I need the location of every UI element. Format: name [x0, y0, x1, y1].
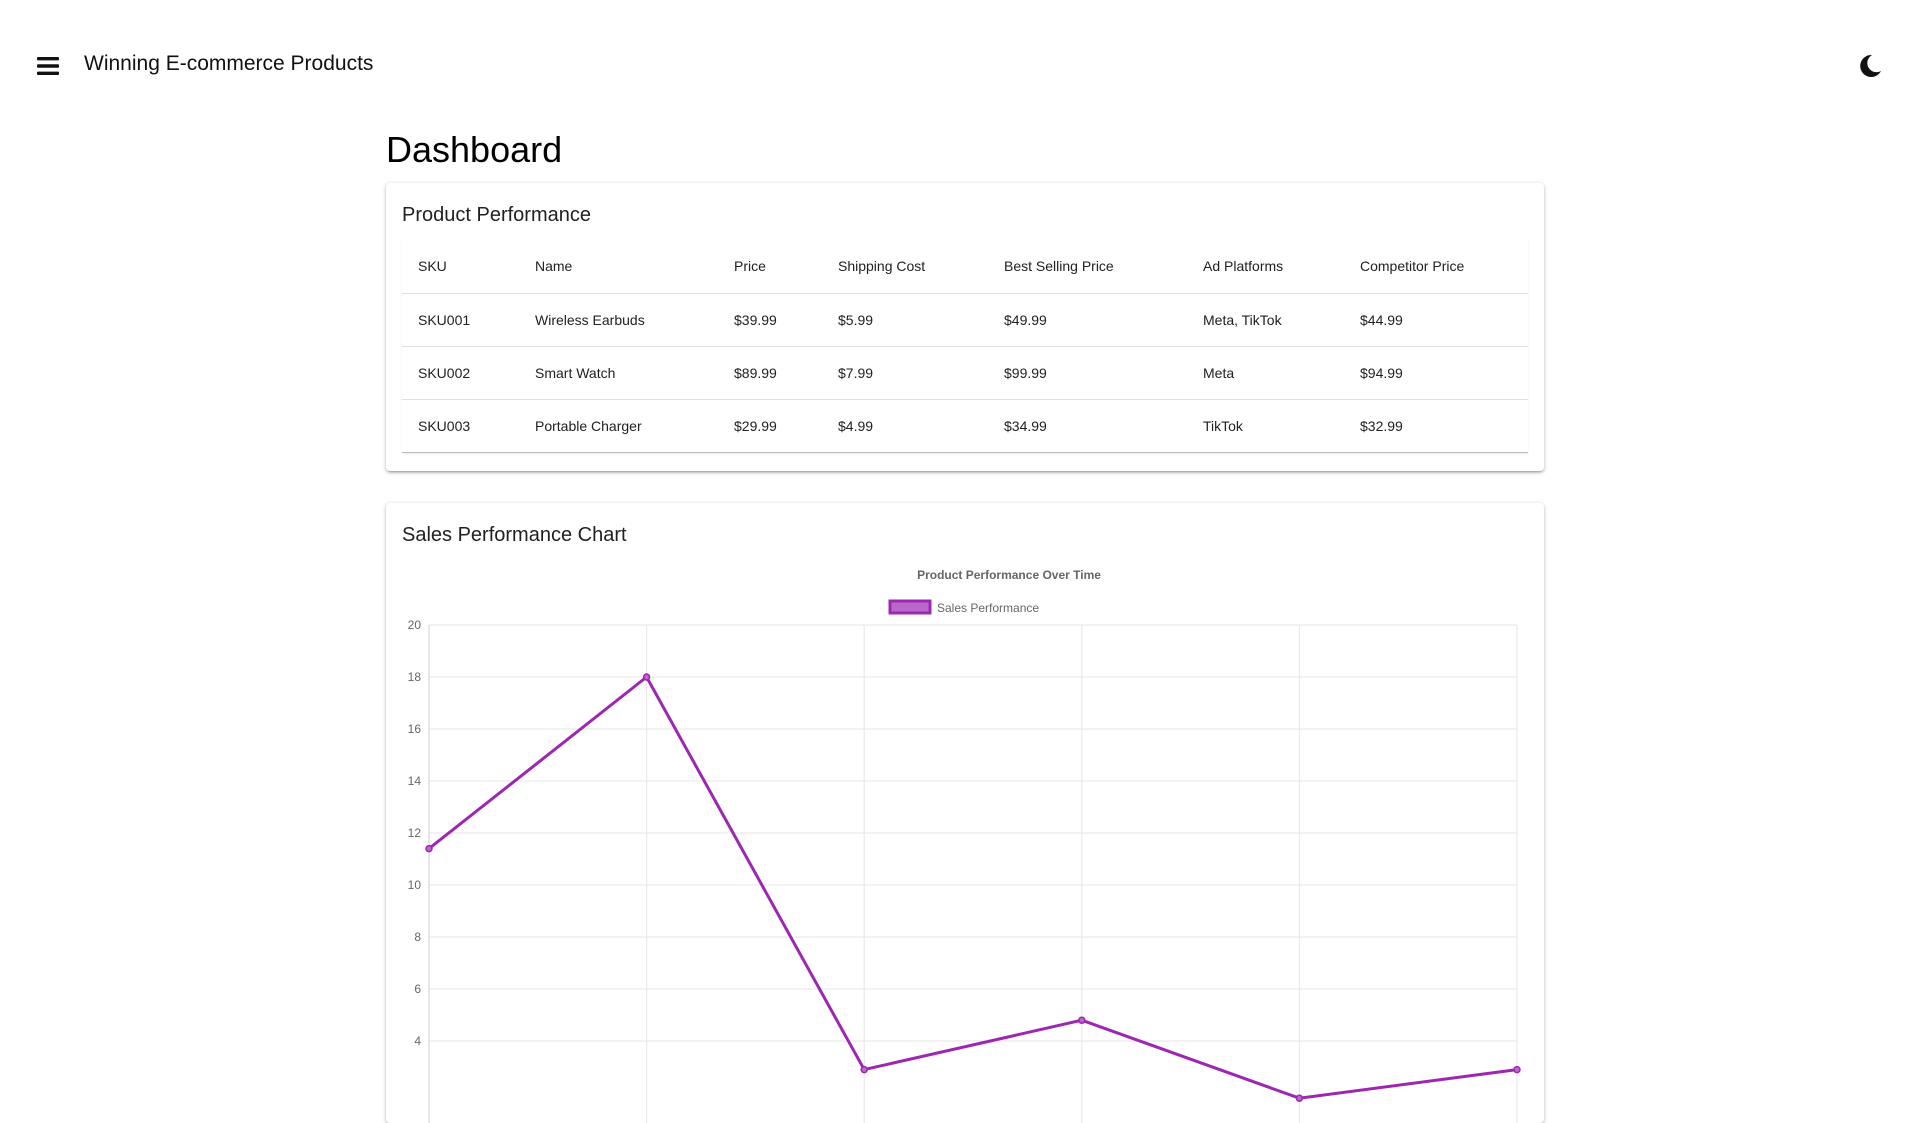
legend-label: Sales Performance: [937, 601, 1039, 615]
y-tick-label: 12: [408, 826, 422, 840]
cell-name: Wireless Earbuds: [519, 293, 718, 347]
product-performance-title: Product Performance: [402, 204, 591, 226]
y-tick-label: 16: [408, 722, 422, 736]
product-table-container: SKU Name Price Shipping Cost Best Sellin…: [402, 239, 1528, 453]
column-header-name: Name: [519, 239, 718, 294]
y-tick-label: 20: [408, 618, 422, 632]
cell-ad-platforms: Meta, TikTok: [1187, 293, 1344, 347]
cell-shipping-cost: $7.99: [822, 346, 988, 400]
cell-shipping-cost: $4.99: [838, 418, 874, 434]
sales-chart-card: Sales Performance Chart Product Performa…: [386, 503, 1544, 1123]
legend-swatch: [888, 599, 932, 615]
cell-competitor-price: $44.99: [1344, 293, 1528, 347]
cell-price: $89.99: [718, 346, 822, 400]
cell-price: $39.99: [718, 293, 822, 347]
data-point: [1295, 1094, 1304, 1102]
column-header-shipping-cost: Shipping Cost: [822, 239, 988, 294]
data-point: [1513, 1065, 1521, 1074]
sales-performance-chart: Product Performance Over Time Sales Perfo…: [408, 568, 1521, 1123]
column-header-best-selling-price: Best Selling Price: [988, 239, 1187, 294]
column-header-competitor-price: Competitor Price: [1344, 239, 1528, 294]
y-tick-label: 6: [414, 982, 421, 996]
cell-sku: SKU002: [402, 346, 519, 400]
cell-ad-platforms: TikTok: [1203, 418, 1243, 434]
series-line: [428, 674, 1518, 1100]
cell-best-selling-price: $34.99: [1004, 418, 1047, 434]
column-header-price: Price: [718, 239, 822, 294]
column-header-sku: SKU: [402, 239, 519, 294]
theme-toggle-button[interactable]: [1852, 48, 1888, 84]
y-tick-label: 4: [414, 1034, 421, 1048]
cell-sku: SKU003: [418, 418, 471, 434]
moon-icon: [1860, 54, 1881, 77]
menu-icon: [37, 57, 59, 75]
cell-competitor-price: $94.99: [1344, 346, 1528, 400]
cell-ad-platforms: Meta: [1187, 346, 1344, 400]
y-tick-label: 10: [408, 878, 422, 892]
product-table: SKU Name Price Shipping Cost Best Sellin…: [402, 239, 1528, 452]
page-title: Dashboard: [386, 129, 563, 170]
y-tick-label: 8: [414, 930, 421, 944]
y-tick-label: 18: [408, 670, 422, 684]
cell-shipping-cost: $5.99: [822, 293, 988, 347]
sales-chart-card-title: Sales Performance Chart: [402, 524, 627, 546]
menu-button[interactable]: [30, 48, 66, 84]
data-point: [860, 1065, 868, 1074]
cell-competitor-price: $32.99: [1360, 418, 1403, 434]
cell-best-selling-price: $49.99: [988, 293, 1187, 347]
cell-name: Portable Charger: [535, 418, 642, 434]
data-point: [425, 844, 433, 853]
cell-best-selling-price: $99.99: [988, 346, 1187, 400]
table-row[interactable]: SKU001 Wireless Earbuds $39.99 $5.99 $49…: [402, 293, 1528, 347]
y-tick-label: 14: [408, 774, 422, 788]
table-row[interactable]: SKU003 Portable Charger $29.99 $4.99 $34…: [402, 400, 1528, 453]
chart-title: Product Performance Over Time: [917, 568, 1101, 582]
data-point: [1078, 1016, 1086, 1024]
cell-name: Smart Watch: [519, 346, 718, 400]
cell-price: $29.99: [734, 418, 777, 434]
column-header-ad-platforms: Ad Platforms: [1187, 239, 1344, 294]
table-row[interactable]: SKU002 Smart Watch $89.99 $7.99 $99.99 M…: [402, 346, 1528, 400]
app-bar: Winning E-commerce Products: [0, 0, 1920, 128]
cell-sku: SKU001: [402, 293, 519, 347]
product-performance-card: Product Performance SKU Name Price Shipp…: [386, 183, 1544, 471]
data-point: [642, 673, 651, 681]
app-title: Winning E-commerce Products: [84, 52, 374, 75]
table-header-row: SKU Name Price Shipping Cost Best Sellin…: [402, 239, 1528, 294]
